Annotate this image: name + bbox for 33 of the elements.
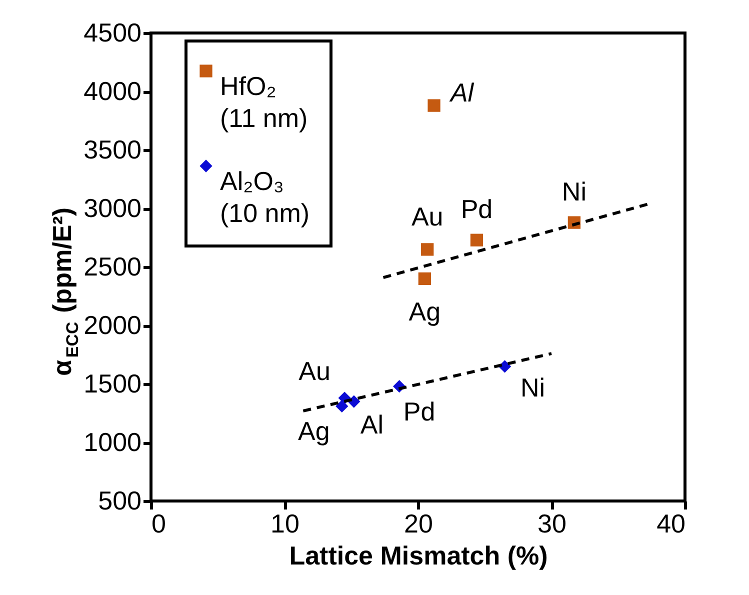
annotation: Ag xyxy=(408,296,441,327)
annotation: Ni xyxy=(562,176,586,207)
annotation: Ni xyxy=(520,372,546,402)
annotation: Au xyxy=(411,201,444,232)
x-axis-title: Lattice Mismatch (%) xyxy=(289,540,548,570)
point xyxy=(418,272,431,286)
annotation: Pd xyxy=(403,396,436,426)
point xyxy=(421,243,434,256)
y-axis-title: αECC (ppm/E²) xyxy=(47,207,82,376)
y-tick-label: 3000 xyxy=(84,193,142,223)
annotation: Au xyxy=(298,356,330,386)
y-tick-label: 2000 xyxy=(84,310,142,340)
point xyxy=(428,99,440,112)
x-tick-label: 20 xyxy=(404,508,433,538)
x-tick-label: 0 xyxy=(152,508,166,538)
y-tick-label: 3500 xyxy=(84,134,142,164)
annotation: Pd xyxy=(460,194,493,224)
x-tick-label: 40 xyxy=(656,508,686,538)
legend-label: Al₂O₃ (10 nm) xyxy=(220,166,310,228)
legend-label: HfO₂ (11 nm) xyxy=(220,71,308,133)
x-tick-label: 10 xyxy=(270,508,300,538)
annotation: Ag xyxy=(298,416,330,446)
y-tick-label: 1500 xyxy=(84,368,142,398)
y-tick-label: 2500 xyxy=(84,252,142,282)
annotation: Al xyxy=(360,410,384,440)
annotation: Al xyxy=(448,78,475,108)
y-tick-label: 4500 xyxy=(84,18,142,48)
y-tick-label: 4000 xyxy=(84,76,142,106)
x-tick-label: 30 xyxy=(538,508,566,538)
y-tick-label: 1000 xyxy=(84,427,142,457)
y-tick-label: 500 xyxy=(98,486,142,516)
point xyxy=(470,234,484,246)
point xyxy=(336,400,348,413)
